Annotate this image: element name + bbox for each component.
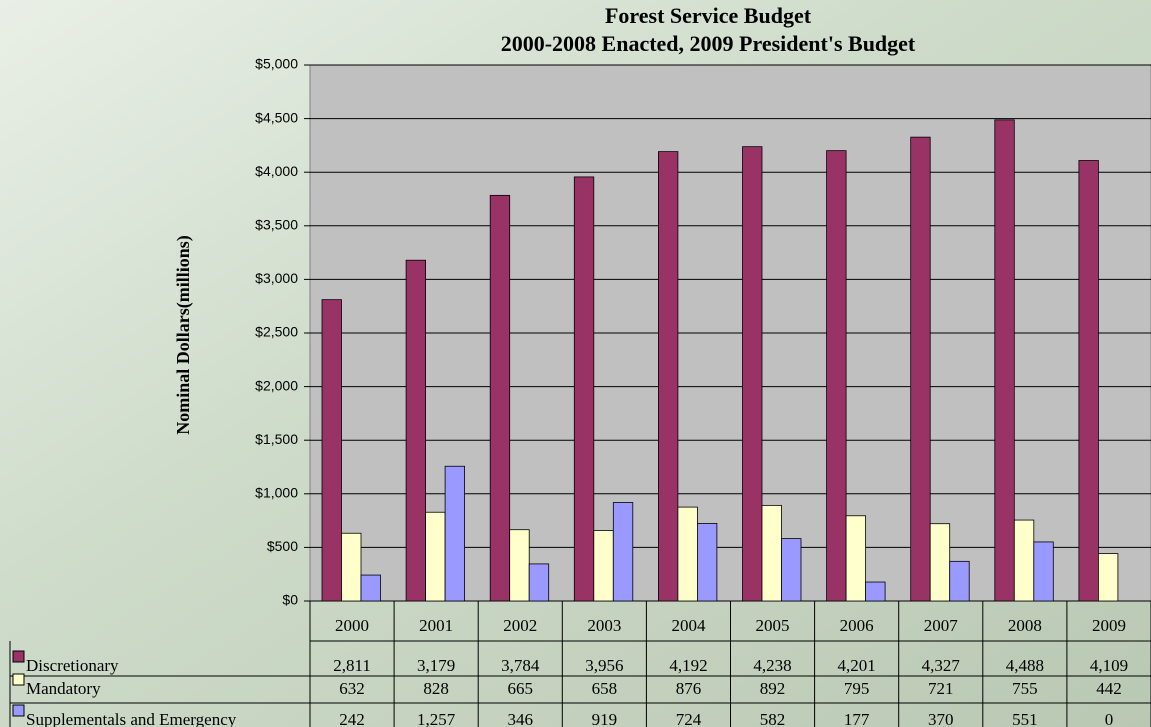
data-label: 632 — [339, 679, 365, 698]
data-label: 4,327 — [922, 656, 961, 675]
bar — [444, 465, 466, 602]
y-tick-label: $1,000 — [255, 485, 298, 501]
x-tick-label: 2004 — [671, 616, 706, 635]
data-label: 4,201 — [838, 656, 876, 675]
bar — [528, 563, 550, 602]
bar — [949, 560, 970, 602]
legend-key — [12, 704, 25, 717]
bar — [865, 581, 886, 602]
bar — [612, 502, 634, 602]
bar — [677, 506, 698, 602]
x-tick-label: 2002 — [503, 616, 537, 635]
bar — [573, 176, 595, 602]
data-label: 3,956 — [585, 656, 623, 675]
y-tick-label: $4,000 — [255, 163, 298, 179]
data-label: 370 — [928, 710, 954, 727]
chart-subtitle: 2000-2008 Enacted, 2009 President's Budg… — [501, 31, 916, 56]
bar — [360, 574, 381, 602]
data-label: 4,109 — [1090, 656, 1128, 675]
y-tick-label: $5,000 — [255, 56, 298, 72]
y-tick-label: $4,500 — [255, 109, 298, 125]
data-label: 828 — [423, 679, 449, 698]
legend-label: Supplementals and Emergency — [26, 710, 237, 727]
bar — [1013, 519, 1035, 602]
data-label: 755 — [1012, 679, 1038, 698]
data-label: 346 — [508, 710, 534, 727]
data-label: 795 — [844, 679, 870, 698]
data-label: 919 — [592, 710, 618, 727]
x-tick-label: 2003 — [587, 616, 621, 635]
y-axis-label: Nominal Dollars(millions) — [173, 235, 194, 435]
bar — [1078, 160, 1099, 602]
bar — [781, 538, 802, 602]
data-label: 3,784 — [501, 656, 540, 675]
bar — [593, 530, 614, 602]
bar — [405, 259, 427, 602]
data-label: 242 — [339, 710, 365, 727]
y-tick-label: $2,500 — [255, 324, 298, 340]
data-label: 4,238 — [753, 656, 791, 675]
x-tick-label: 2008 — [1008, 616, 1042, 635]
data-label: 177 — [844, 710, 870, 727]
bar — [994, 119, 1015, 602]
data-label: 4,192 — [669, 656, 707, 675]
bar — [929, 523, 951, 602]
data-label: 3,179 — [417, 656, 455, 675]
bar — [321, 299, 342, 602]
data-label: 0 — [1105, 710, 1114, 727]
bar — [761, 504, 782, 602]
legend-key — [12, 673, 25, 686]
data-label: 876 — [676, 679, 702, 698]
bar — [489, 194, 511, 602]
data-label: 582 — [760, 710, 786, 727]
y-tick-label: $2,000 — [255, 377, 298, 393]
x-tick-label: 2001 — [419, 616, 453, 635]
data-label: 665 — [508, 679, 534, 698]
bar — [509, 529, 530, 602]
bar — [1098, 553, 1119, 602]
data-label: 658 — [592, 679, 618, 698]
legend-key — [12, 650, 25, 663]
x-tick-label: 2009 — [1092, 616, 1126, 635]
data-label: 4,488 — [1006, 656, 1044, 675]
bar — [742, 146, 763, 602]
bar — [425, 511, 446, 602]
bar — [826, 150, 847, 602]
data-label: 442 — [1096, 679, 1122, 698]
x-tick-label: 2006 — [840, 616, 874, 635]
data-label: 2,811 — [333, 656, 371, 675]
bar — [1033, 541, 1054, 602]
chart-title: Forest Service Budget — [605, 3, 812, 28]
y-tick-label: $0 — [282, 592, 298, 608]
y-tick-label: $3,000 — [255, 270, 298, 286]
y-tick-label: $500 — [267, 538, 298, 554]
data-label: 721 — [928, 679, 954, 698]
bar — [658, 151, 679, 602]
legend-label: Discretionary — [26, 656, 119, 675]
data-label: 892 — [760, 679, 786, 698]
y-tick-label: $1,500 — [255, 431, 298, 447]
bar — [910, 136, 931, 602]
bar — [845, 515, 866, 602]
data-label: 551 — [1012, 710, 1038, 727]
x-tick-label: 2005 — [756, 616, 790, 635]
x-tick-label: 2007 — [924, 616, 959, 635]
data-label: 724 — [676, 710, 702, 727]
y-tick-label: $3,500 — [255, 217, 298, 233]
legend-label: Mandatory — [26, 679, 101, 698]
data-label: 1,257 — [417, 710, 456, 727]
bar — [697, 522, 718, 602]
bar — [341, 532, 362, 602]
x-tick-label: 2000 — [335, 616, 369, 635]
